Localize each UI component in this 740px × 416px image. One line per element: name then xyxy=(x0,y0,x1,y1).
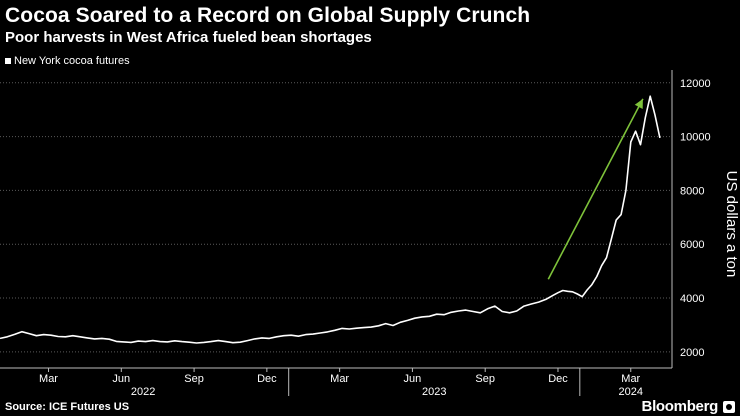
x-year-label-2023: 2023 xyxy=(422,386,446,398)
brand-logo: Bloomberg xyxy=(641,398,719,415)
source-note: Source: ICE Futures US xyxy=(5,401,130,413)
legend-label: New York cocoa futures xyxy=(14,55,130,67)
x-tick-label-mar-8: Mar xyxy=(621,373,640,385)
annotation-arrow-head xyxy=(634,98,643,109)
x-tick-label-mar-0: Mar xyxy=(39,373,58,385)
y-tick-label-6000: 6000 xyxy=(680,239,704,251)
legend: New York cocoa futures xyxy=(5,55,130,67)
legend-swatch xyxy=(5,58,11,64)
y-tick-label-8000: 8000 xyxy=(680,185,704,197)
y-tick-label-2000: 2000 xyxy=(680,347,704,359)
x-year-label-2022: 2022 xyxy=(131,386,155,398)
y-tick-label-4000: 4000 xyxy=(680,293,704,305)
annotation-arrow-shaft xyxy=(547,98,644,280)
x-year-label-2024: 2024 xyxy=(619,386,643,398)
x-tick-label-jun-1: Jun xyxy=(112,373,130,385)
y-axis-label: US dollars a ton xyxy=(723,171,740,278)
x-tick-label-sep-6: Sep xyxy=(475,373,495,385)
y-tick-label-10000: 10000 xyxy=(680,132,711,144)
brand-icon xyxy=(723,401,735,413)
x-tick-label-dec-7: Dec xyxy=(548,373,568,385)
x-tick-label-sep-2: Sep xyxy=(184,373,204,385)
x-tick-label-mar-4: Mar xyxy=(330,373,349,385)
series-line-cocoa-futures xyxy=(0,95,661,344)
x-tick-label-dec-3: Dec xyxy=(257,373,277,385)
x-tick-label-jun-5: Jun xyxy=(404,373,422,385)
chart-subtitle: Poor harvests in West Africa fueled bean… xyxy=(5,29,372,46)
chart-title: Cocoa Soared to a Record on Global Suppl… xyxy=(5,4,531,27)
y-tick-label-12000: 12000 xyxy=(680,78,711,90)
